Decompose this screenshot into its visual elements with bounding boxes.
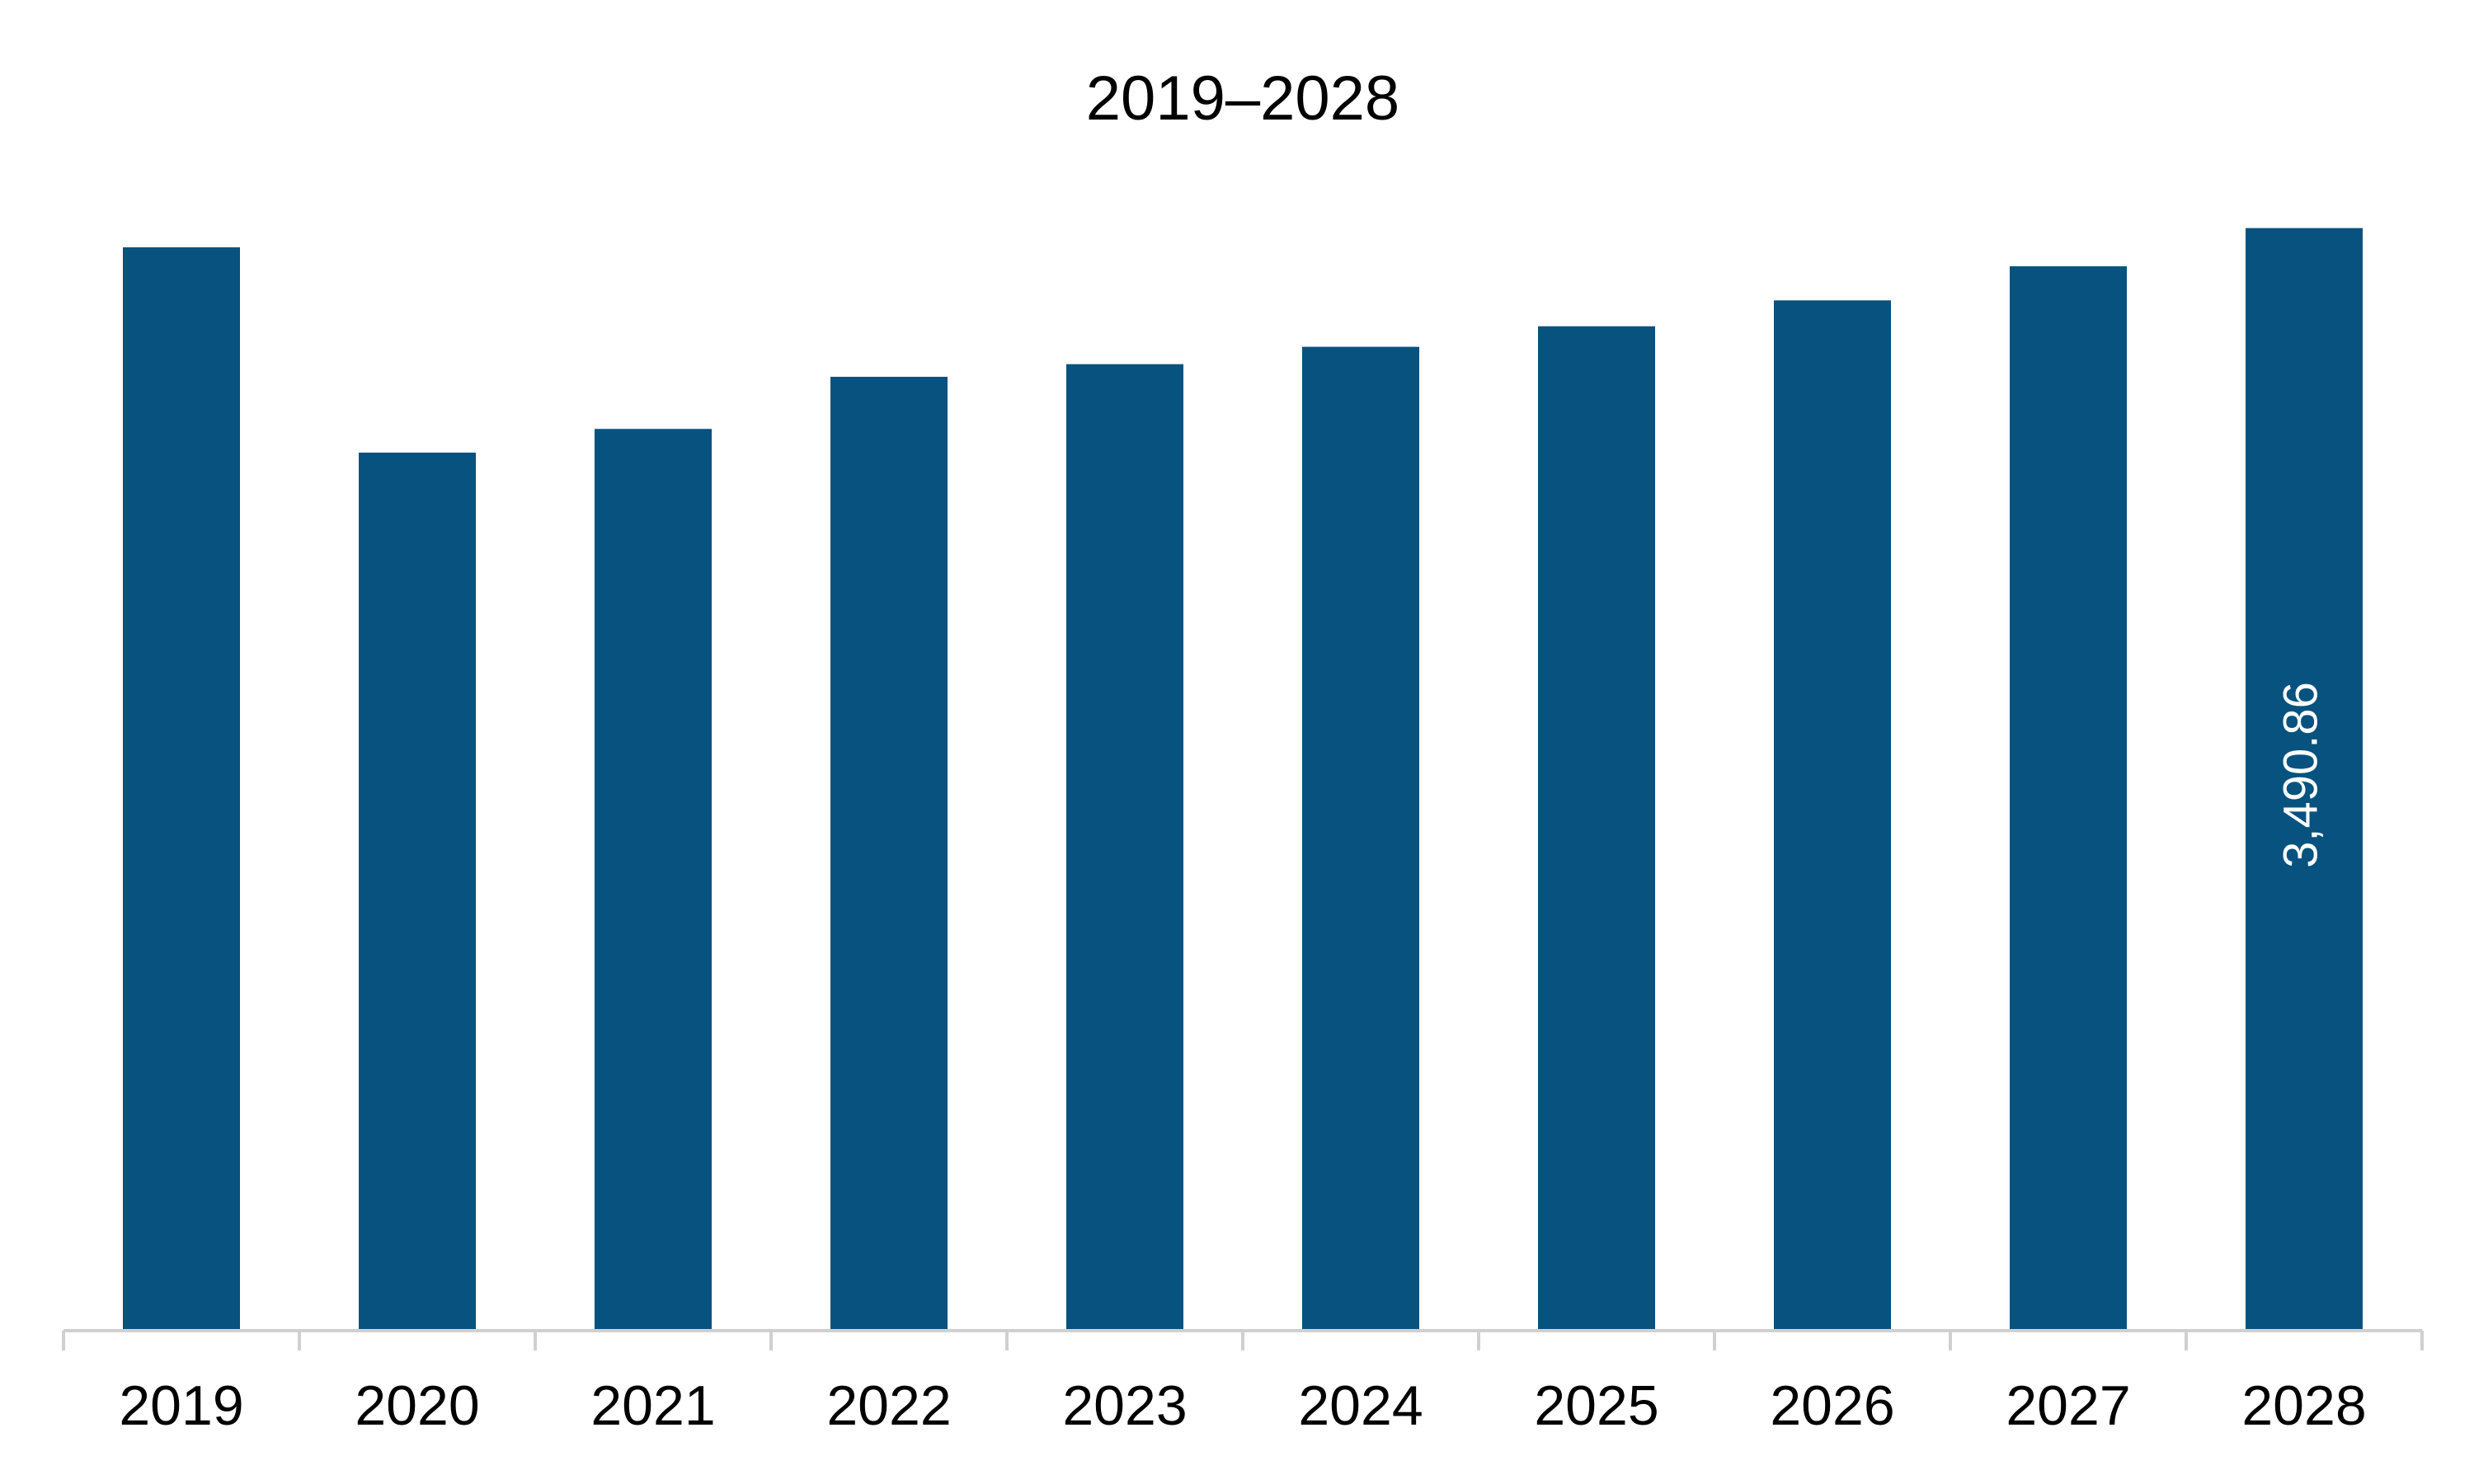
x-tick-label-2022: 2022 bbox=[826, 1374, 951, 1437]
data-labels-group: 3,490.86 bbox=[2274, 682, 2327, 868]
bar-2026 bbox=[1774, 300, 1891, 1331]
x-tick-label-2021: 2021 bbox=[590, 1374, 715, 1437]
bar-2028 bbox=[2246, 228, 2363, 1331]
bar-2022 bbox=[830, 377, 948, 1331]
x-axis-tick-labels: 2019 2020 2021 2022 2023 2024 2025 2026 2027 2028 bbox=[119, 1374, 2366, 1437]
x-tick-label-2019: 2019 bbox=[119, 1374, 243, 1437]
bar-2021 bbox=[595, 429, 712, 1331]
bar-2024 bbox=[1302, 346, 1419, 1331]
bar-2025 bbox=[1538, 326, 1655, 1331]
bar-2019 bbox=[123, 247, 240, 1331]
x-tick-label-2024: 2024 bbox=[1298, 1374, 1423, 1437]
x-tick-label-2020: 2020 bbox=[355, 1374, 479, 1437]
x-tick-label-2027: 2027 bbox=[2006, 1374, 2130, 1437]
bars-group bbox=[123, 228, 2363, 1331]
bar-2020 bbox=[359, 452, 476, 1331]
x-tick-label-2026: 2026 bbox=[1770, 1374, 1894, 1437]
x-tick-label-2023: 2023 bbox=[1062, 1374, 1187, 1437]
bar-2023 bbox=[1066, 364, 1183, 1331]
x-axis-ticks bbox=[62, 1331, 2424, 1350]
data-label-2028: 3,490.86 bbox=[2274, 682, 2327, 868]
chart-title: 2019–2028 bbox=[1086, 63, 1399, 134]
bar-2027 bbox=[2010, 265, 2127, 1331]
x-tick-label-2028: 2028 bbox=[2241, 1374, 2366, 1437]
x-tick-label-2025: 2025 bbox=[1534, 1374, 1658, 1437]
